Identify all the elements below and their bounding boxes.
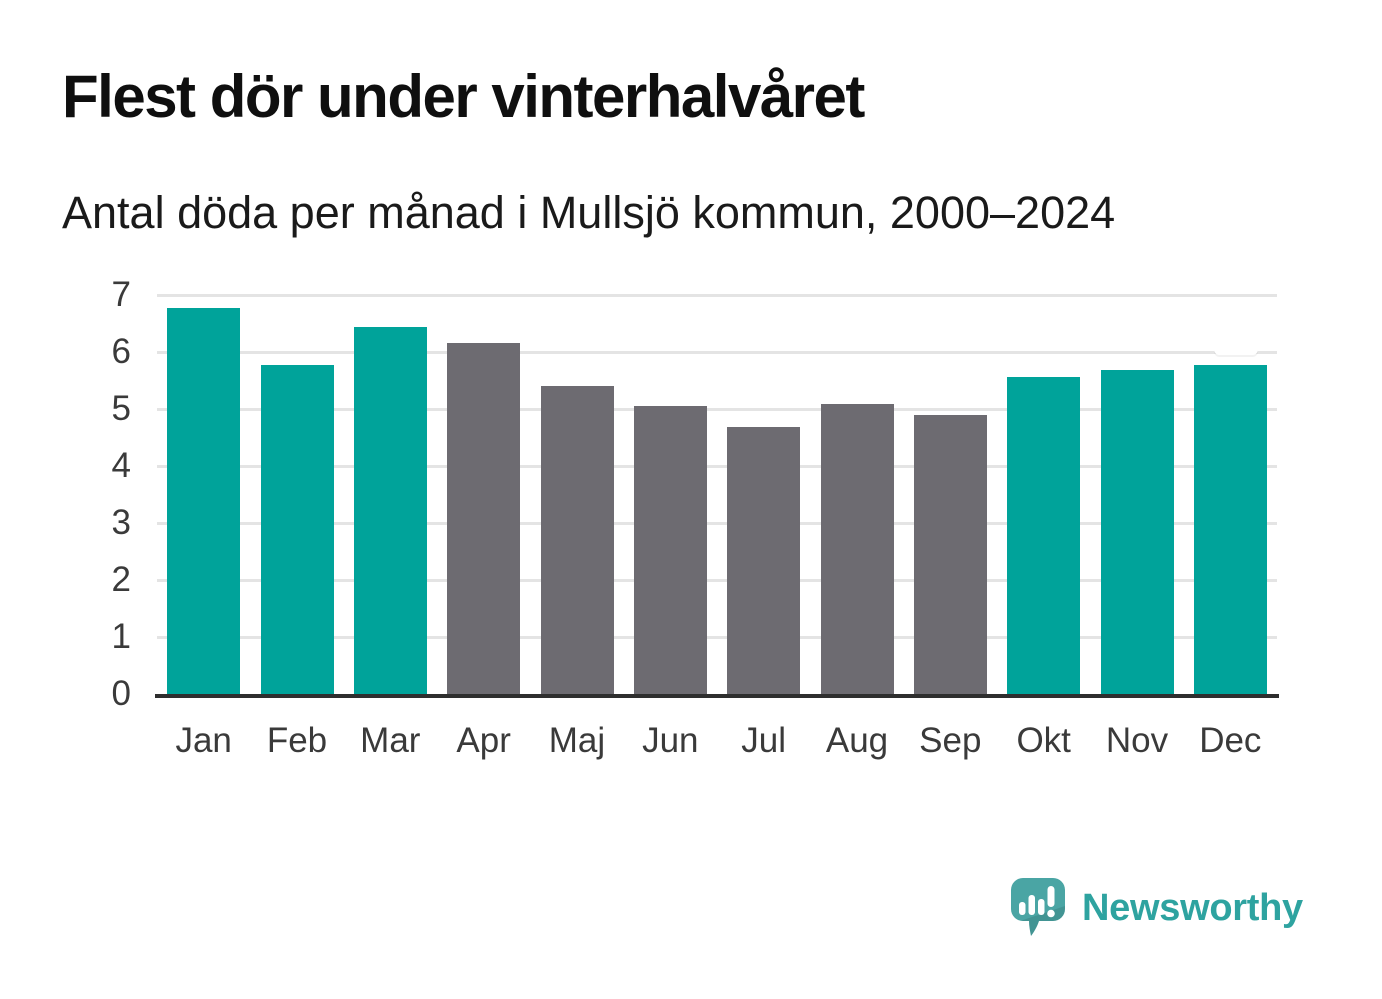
gridline-4 — [157, 465, 1277, 468]
bar-okt — [1007, 377, 1081, 694]
x-axis-label-jun: Jun — [642, 721, 699, 760]
bar-jun — [633, 406, 707, 694]
x-axis-baseline — [155, 694, 1279, 698]
newsworthy-logo: Newsworthy — [1010, 877, 1303, 937]
x-axis-label-apr: Apr — [456, 721, 511, 760]
bar-sep — [913, 415, 987, 694]
newsworthy-logo-text: Newsworthy — [1082, 887, 1303, 929]
x-axis-label-sep: Sep — [919, 721, 982, 760]
gridline-2 — [157, 579, 1277, 582]
newsworthy-logo-icon — [1011, 878, 1065, 936]
x-axis-label-feb: Feb — [266, 721, 328, 760]
x-axis-label-nov: Nov — [1105, 721, 1169, 760]
y-axis-tick-5: 5 — [111, 389, 131, 428]
gridline-3 — [157, 522, 1277, 525]
bar-jul — [727, 427, 801, 694]
chart-subtitle: Antal döda per månad i Mullsjö kommun, 2… — [62, 187, 1116, 238]
x-axis-label-jul: Jul — [741, 721, 787, 760]
y-axis-tick-3: 3 — [111, 503, 131, 542]
gridline-notch-artifact — [1214, 344, 1258, 355]
y-axis-tick-4: 4 — [111, 446, 131, 485]
bar-dec — [1193, 365, 1267, 694]
gridline-6 — [157, 351, 1277, 354]
gridline-5 — [157, 408, 1277, 411]
bar-nov — [1100, 370, 1174, 694]
x-axis-label-jan: Jan — [175, 721, 232, 760]
bar-jan — [167, 308, 241, 694]
bar-aug — [820, 404, 894, 694]
bar-mar — [353, 327, 427, 694]
bar-apr — [447, 343, 521, 694]
gridline-7 — [157, 294, 1277, 297]
bar-maj — [540, 386, 614, 694]
y-axis-tick-6: 6 — [111, 332, 131, 371]
bar-feb — [260, 365, 334, 694]
x-axis-label-mar: Mar — [360, 721, 421, 760]
x-axis-label-maj: Maj — [548, 721, 606, 760]
y-axis-tick-0: 0 — [111, 674, 131, 713]
y-axis-tick-2: 2 — [111, 560, 131, 599]
x-axis-label-okt: Okt — [1016, 721, 1071, 760]
y-axis-tick-7: 7 — [111, 275, 131, 314]
x-axis-label-aug: Aug — [825, 721, 889, 760]
x-axis-label-dec: Dec — [1199, 721, 1262, 760]
gridline-1 — [157, 636, 1277, 639]
chart-title: Flest dör under vinterhalvåret — [62, 63, 865, 130]
y-axis-tick-1: 1 — [111, 617, 131, 656]
